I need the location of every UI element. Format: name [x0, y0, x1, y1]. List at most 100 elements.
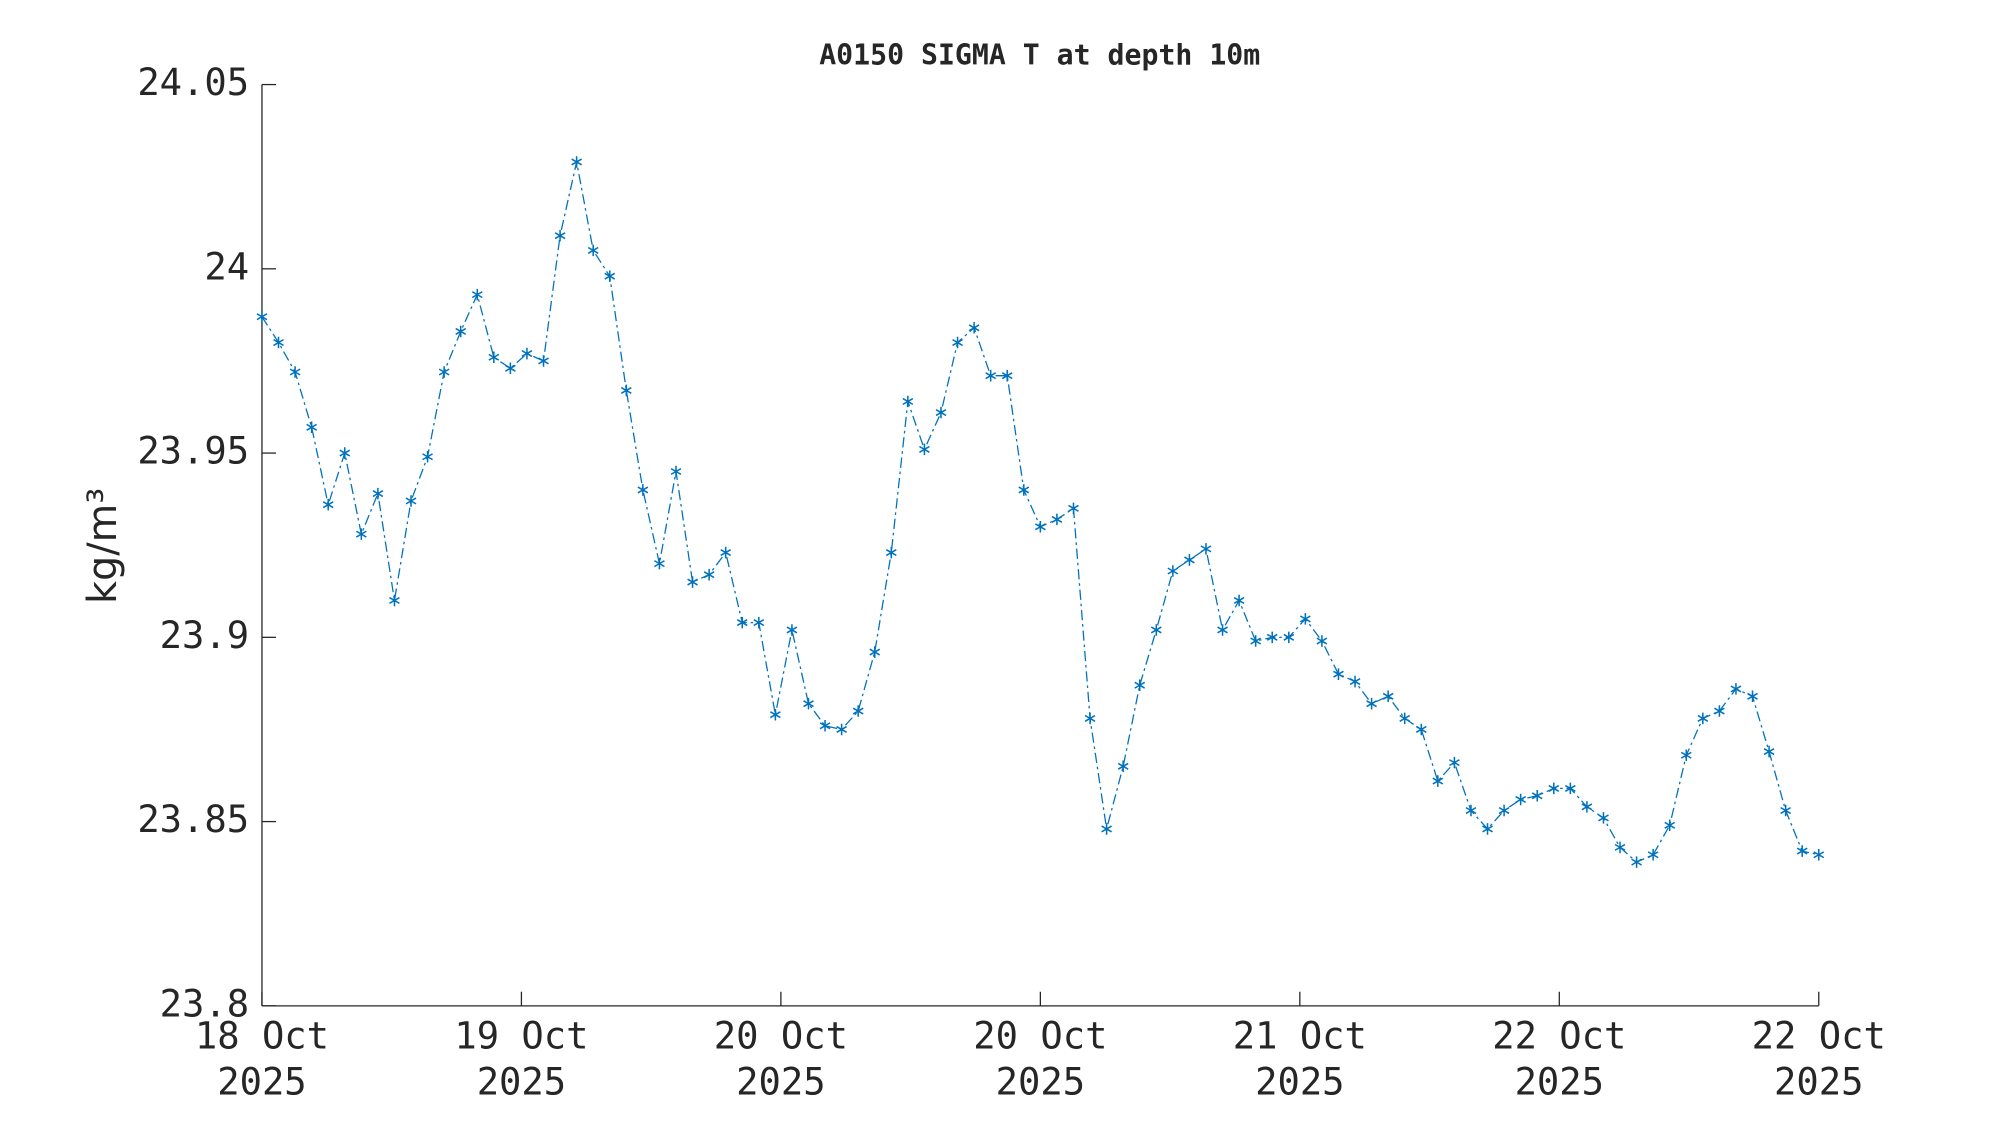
marker	[919, 443, 930, 456]
marker	[1515, 793, 1527, 806]
marker	[803, 697, 814, 710]
marker	[1763, 745, 1775, 758]
marker	[654, 557, 665, 570]
marker	[256, 310, 268, 323]
marker	[1200, 543, 1212, 555]
y-tick-label: 23.95	[137, 430, 249, 473]
marker	[736, 616, 748, 629]
marker	[389, 594, 400, 607]
marker	[1283, 631, 1295, 644]
y-axis-label: kg/m³	[80, 488, 126, 604]
x-tick-label: 22 Oct	[1752, 1014, 1886, 1057]
marker	[1598, 812, 1609, 824]
marker	[952, 336, 963, 349]
marker	[372, 487, 384, 500]
x-tick-label: 22 Oct	[1492, 1014, 1626, 1057]
marker	[1101, 823, 1112, 835]
marker	[1150, 624, 1162, 636]
x-tick-label: 20 Oct	[714, 1014, 848, 1057]
marker	[1631, 856, 1642, 868]
y-tick-label: 23.85	[137, 798, 249, 841]
marker	[1747, 690, 1758, 703]
marker	[1018, 484, 1030, 496]
marker	[422, 450, 433, 463]
marker	[405, 495, 417, 507]
marker	[1001, 369, 1013, 382]
marker	[1233, 594, 1245, 607]
marker	[604, 270, 616, 282]
marker	[339, 447, 351, 459]
chart-title: A0150 SIGMA T at depth 10m	[819, 38, 1260, 71]
marker	[852, 705, 864, 717]
marker	[554, 229, 566, 242]
x-tick-label: 2025	[477, 1060, 566, 1103]
marker	[1399, 712, 1411, 725]
marker	[869, 646, 881, 658]
x-tick-label: 2025	[217, 1060, 306, 1103]
y-tick-label: 24	[204, 245, 249, 288]
marker	[1299, 613, 1311, 625]
marker	[438, 366, 450, 378]
marker	[786, 624, 798, 636]
marker	[1730, 683, 1742, 695]
marker	[488, 351, 500, 364]
marker	[521, 347, 533, 360]
marker	[1813, 848, 1825, 861]
marker	[637, 484, 649, 496]
marker	[1714, 705, 1725, 717]
marker	[1647, 848, 1659, 861]
marker	[1548, 782, 1560, 795]
x-tick-label: 20 Oct	[973, 1014, 1107, 1057]
marker	[1034, 521, 1046, 533]
marker	[355, 528, 367, 540]
marker	[1664, 819, 1676, 832]
marker	[1680, 749, 1692, 762]
marker	[753, 616, 765, 629]
marker	[1316, 635, 1328, 647]
x-tick-label: 2025	[996, 1060, 1085, 1103]
marker	[1449, 756, 1460, 769]
marker	[885, 546, 897, 559]
x-tick-label: 2025	[1774, 1060, 1863, 1103]
x-tick-label: 2025	[736, 1060, 825, 1103]
marker	[935, 406, 947, 419]
y-tick-label: 24.05	[137, 61, 249, 104]
marker	[455, 325, 467, 338]
marker	[1382, 690, 1394, 703]
marker	[1366, 697, 1377, 710]
marker	[687, 576, 698, 588]
y-tick-label: 23.9	[160, 614, 249, 657]
marker	[1780, 804, 1792, 817]
x-tick-label: 21 Oct	[1233, 1014, 1367, 1057]
marker	[1217, 624, 1228, 636]
marker	[703, 568, 715, 581]
marker	[819, 720, 831, 732]
x-tick-label: 18 Oct	[195, 1014, 329, 1057]
marker	[1531, 790, 1543, 802]
x-tick-label: 2025	[1515, 1060, 1604, 1103]
marker	[1134, 679, 1146, 692]
marker	[505, 362, 516, 375]
y-tick-label: 23.8	[160, 982, 249, 1025]
marker	[1167, 565, 1179, 577]
marker	[1266, 631, 1278, 644]
marker	[1482, 823, 1493, 835]
marker	[769, 708, 781, 721]
marker	[1465, 804, 1477, 817]
marker	[1117, 760, 1129, 773]
marker	[1564, 782, 1576, 795]
x-tick-label: 2025	[1255, 1060, 1344, 1103]
marker	[670, 465, 682, 478]
marker	[273, 336, 284, 349]
marker	[1250, 635, 1262, 647]
marker	[471, 288, 483, 301]
marker	[1068, 502, 1079, 515]
marker	[1415, 723, 1427, 736]
marker	[720, 546, 732, 559]
marker	[289, 366, 301, 378]
marker	[571, 156, 583, 168]
marker	[1614, 841, 1626, 854]
marker	[538, 355, 549, 367]
